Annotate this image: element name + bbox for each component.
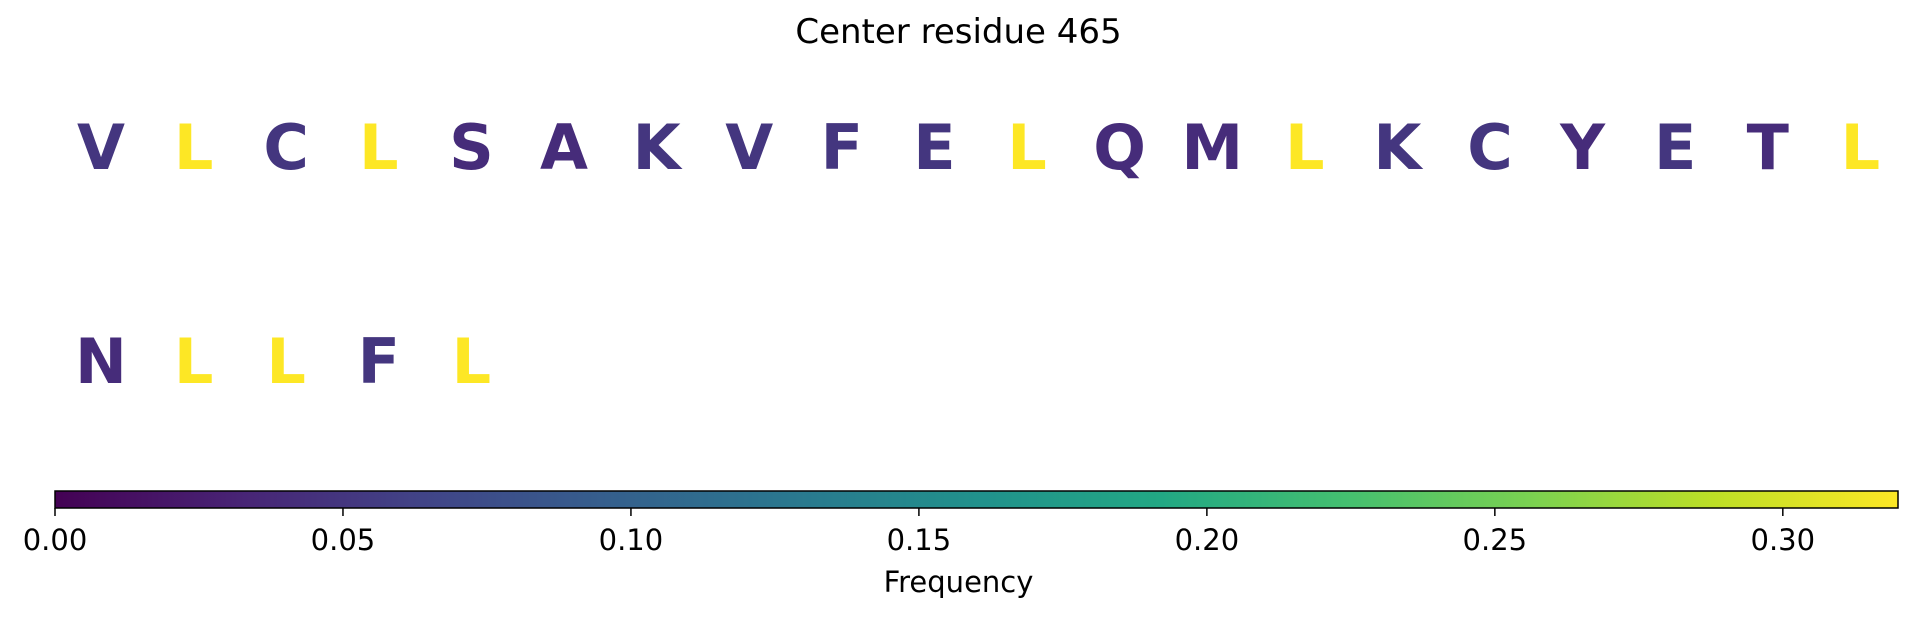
chart-title: Center residue 465 [795,12,1122,52]
residue-letter: N [75,325,127,398]
colorbar-label: Frequency [883,565,1034,599]
residue-letter: A [540,111,588,184]
colorbar-tick-label: 0.20 [1175,523,1240,557]
residue-letter: Y [1560,111,1606,184]
colorbar-tick-label: 0.00 [23,523,88,557]
residue-letter: L [359,111,399,184]
colorbar-tick-label: 0.25 [1463,523,1528,557]
residue-letter: V [725,111,774,184]
residue-letter: E [913,111,956,184]
colorbar-tick-label: 0.10 [599,523,664,557]
residue-letter: S [449,111,494,184]
residue-letter: V [77,111,125,184]
residue-letter: L [173,111,214,184]
residue-letter: L [266,325,306,398]
residue-letter: E [1654,111,1697,184]
colorbar-gradient [54,490,1899,509]
residue-letter: F [820,111,863,184]
residue-letter: L [1007,111,1047,184]
residue-letter: T [1746,111,1789,184]
residue-letter: M [1181,111,1244,184]
residue-letter: L [451,325,492,398]
colorbar-tick-label: 0.15 [887,523,952,557]
colorbar-tick-label: 0.30 [1751,523,1816,557]
residue-letter: K [632,111,681,184]
residue-letter: L [173,325,214,398]
residue-letter: C [1467,111,1513,184]
residue-letter: L [1840,111,1881,184]
residue-letter: Q [1093,111,1146,184]
residue-letter: C [263,111,309,184]
residue-letter: K [1373,111,1422,184]
residue-letter: F [357,325,400,398]
residue-letter: L [1285,111,1325,184]
colorbar-tick-label: 0.05 [311,523,376,557]
